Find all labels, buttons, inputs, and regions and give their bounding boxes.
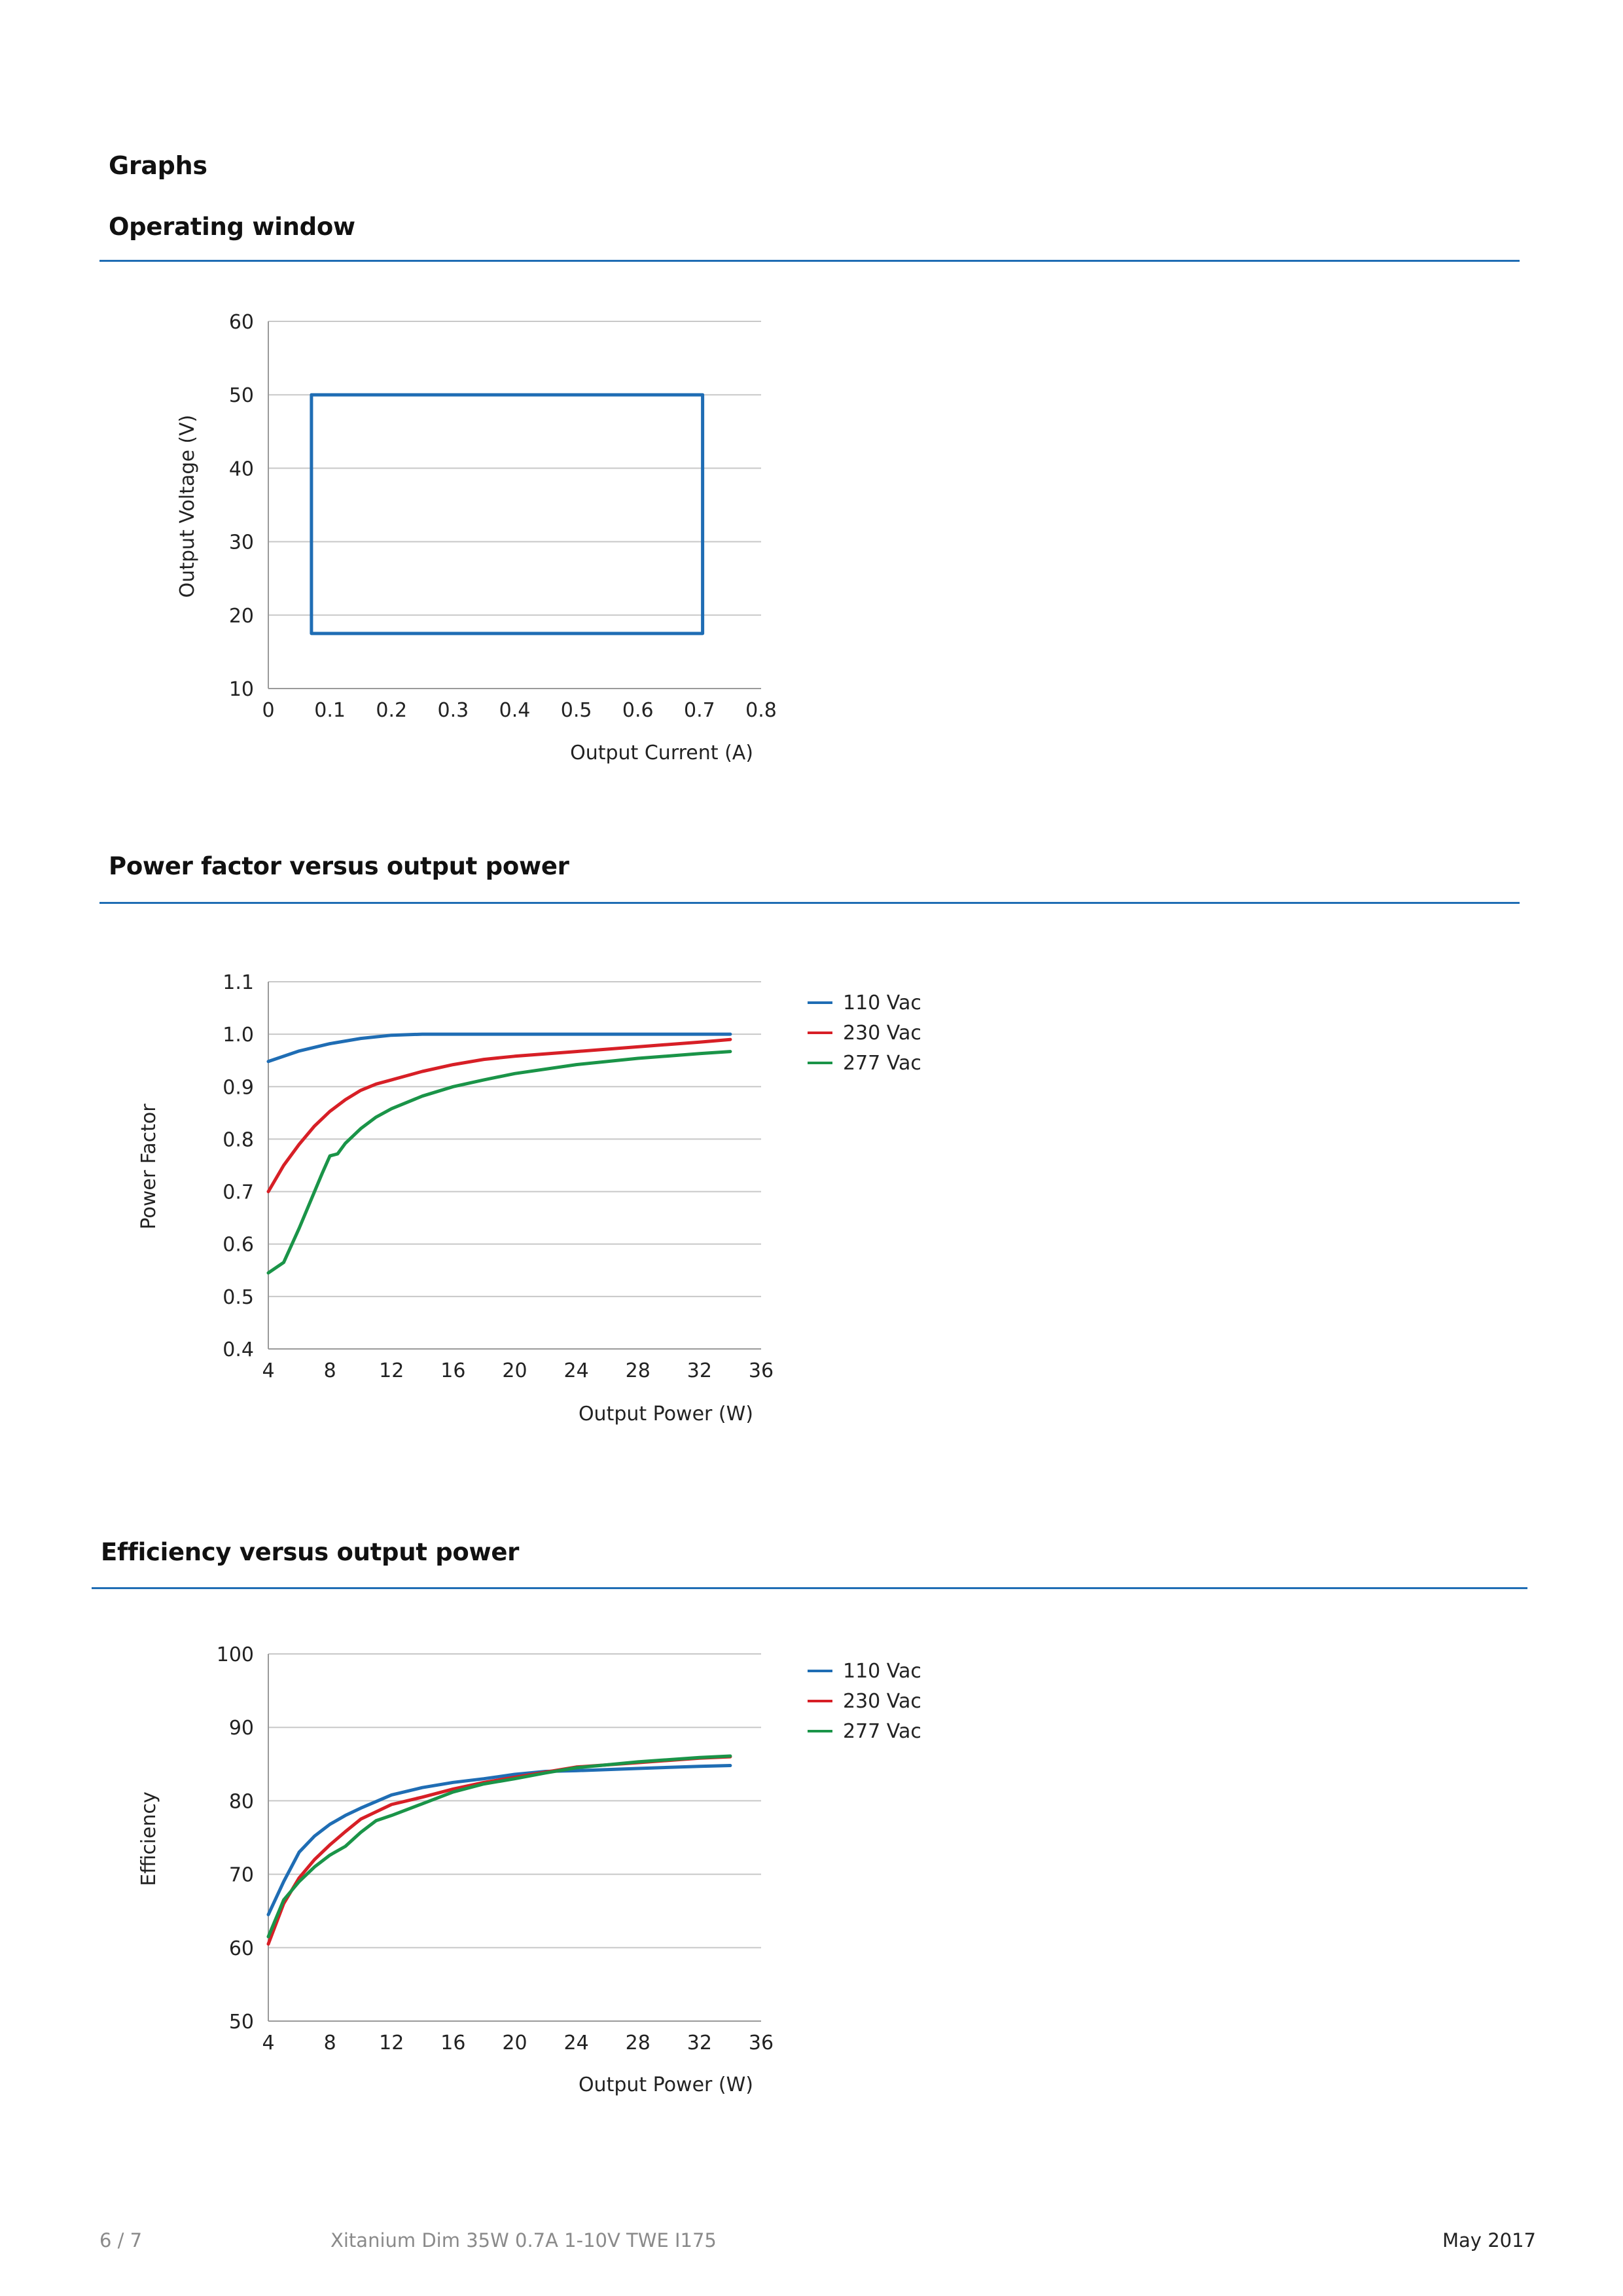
- x-tick-label: 8: [324, 2032, 336, 2054]
- y-tick-label: 40: [229, 457, 254, 480]
- footer-date: May 2017: [1442, 2229, 1536, 2251]
- series-line-2: [266, 1050, 732, 1275]
- x-tick-label: 0.6: [622, 699, 654, 722]
- x-tick-label: 8: [324, 1359, 336, 1382]
- y-axis-label: Output Voltage (V): [176, 415, 199, 598]
- x-tick-label: 12: [379, 1359, 404, 1382]
- y-tick-label: 50: [229, 2011, 254, 2034]
- x-tick-label: 12: [379, 2032, 404, 2054]
- x-tick-label: 0.3: [438, 699, 469, 722]
- x-tick-label: 0.8: [745, 699, 777, 722]
- x-tick-label: 4: [262, 1359, 274, 1382]
- legend-label: 277 Vac: [843, 1720, 921, 1743]
- section-rule: [92, 1587, 1527, 1589]
- x-axis-label: Output Current (A): [570, 742, 753, 764]
- x-tick-label: 16: [440, 2032, 465, 2054]
- efficiency-chart: 50 60 70 80 90 100 4 8 12 16 20 24 28 32 36 Output Powe…: [137, 1643, 921, 2096]
- x-tick-label: 0.2: [376, 699, 407, 722]
- legend-label: 110 Vac: [843, 1660, 921, 1683]
- y-tick-label: 1.0: [223, 1024, 254, 1047]
- x-tick-label: 0.5: [561, 699, 592, 722]
- chart-heading-operating: Operating window: [109, 213, 355, 241]
- series-line-1: [266, 1037, 732, 1194]
- x-tick-label: 28: [626, 2032, 651, 2054]
- y-tick-label: 0.6: [223, 1234, 254, 1257]
- y-tick-label: 100: [217, 1643, 254, 1666]
- footer-page-number: 6 / 7: [99, 2229, 143, 2251]
- legend-label: 230 Vac: [843, 1690, 921, 1713]
- y-tick-label: 20: [229, 605, 254, 628]
- x-tick-label: 0.1: [314, 699, 346, 722]
- y-tick-label: 0.8: [223, 1128, 254, 1151]
- series-line-2: [266, 1754, 732, 1939]
- x-tick-label: 24: [564, 1359, 589, 1382]
- y-tick-label: 0.9: [223, 1076, 254, 1099]
- x-tick-label: 16: [440, 1359, 465, 1382]
- x-tick-label: 20: [502, 2032, 527, 2054]
- y-tick-label: 30: [229, 531, 254, 554]
- series-line-0: [266, 1764, 732, 1916]
- y-tick-label: 0.5: [223, 1286, 254, 1309]
- operating-window-chart: 10 20 30 40 50 60 0 0.1 0.2 0.3 0.4 0.5 0.6 0.7 0.8 Out…: [176, 311, 777, 764]
- x-axis-label: Output Power (W): [579, 2073, 753, 2096]
- x-tick-label: 32: [687, 2032, 712, 2054]
- x-tick-label: 36: [749, 2032, 774, 2054]
- x-tick-label: 28: [626, 1359, 651, 1382]
- series-line-0: [310, 393, 705, 636]
- footer-product-name: Xitanium Dim 35W 0.7A 1-10V TWE I175: [330, 2229, 717, 2251]
- y-tick-label: 0.4: [223, 1338, 254, 1361]
- x-tick-label: 32: [687, 1359, 712, 1382]
- y-tick-label: 0.7: [223, 1181, 254, 1204]
- legend-label: 277 Vac: [843, 1052, 921, 1075]
- x-tick-label: 20: [502, 1359, 527, 1382]
- x-tick-label: 24: [564, 2032, 589, 2054]
- section-rule: [99, 260, 1520, 262]
- y-tick-label: 60: [229, 311, 254, 334]
- y-tick-label: 90: [229, 1717, 254, 1740]
- y-axis-label: Efficiency: [137, 1791, 160, 1886]
- series-line-0: [266, 1032, 732, 1064]
- x-tick-label: 36: [749, 1359, 774, 1382]
- y-tick-label: 1.1: [223, 971, 254, 994]
- power-factor-chart: 0.4 0.5 0.6 0.7 0.8 0.9 1.0 1.1 4 8 12 16 20 24 28 32 36…: [137, 971, 921, 1426]
- x-tick-label: 0.4: [499, 699, 531, 722]
- legend-label: 230 Vac: [843, 1022, 921, 1045]
- x-axis-label: Output Power (W): [579, 1403, 753, 1426]
- x-tick-label: 0: [262, 699, 274, 722]
- y-tick-label: 70: [229, 1864, 254, 1887]
- legend-label: 110 Vac: [843, 992, 921, 1014]
- chart-heading-power-factor: Power factor versus output power: [109, 852, 569, 880]
- section-title: Graphs: [109, 151, 207, 180]
- y-axis-label: Power Factor: [137, 1103, 160, 1230]
- x-tick-label: 0.7: [684, 699, 715, 722]
- y-tick-label: 50: [229, 384, 254, 407]
- x-tick-label: 4: [262, 2032, 274, 2054]
- chart-heading-efficiency: Efficiency versus output power: [101, 1538, 520, 1566]
- y-tick-label: 10: [229, 678, 254, 701]
- section-rule: [99, 902, 1520, 904]
- y-tick-label: 60: [229, 1937, 254, 1960]
- y-tick-label: 80: [229, 1790, 254, 1813]
